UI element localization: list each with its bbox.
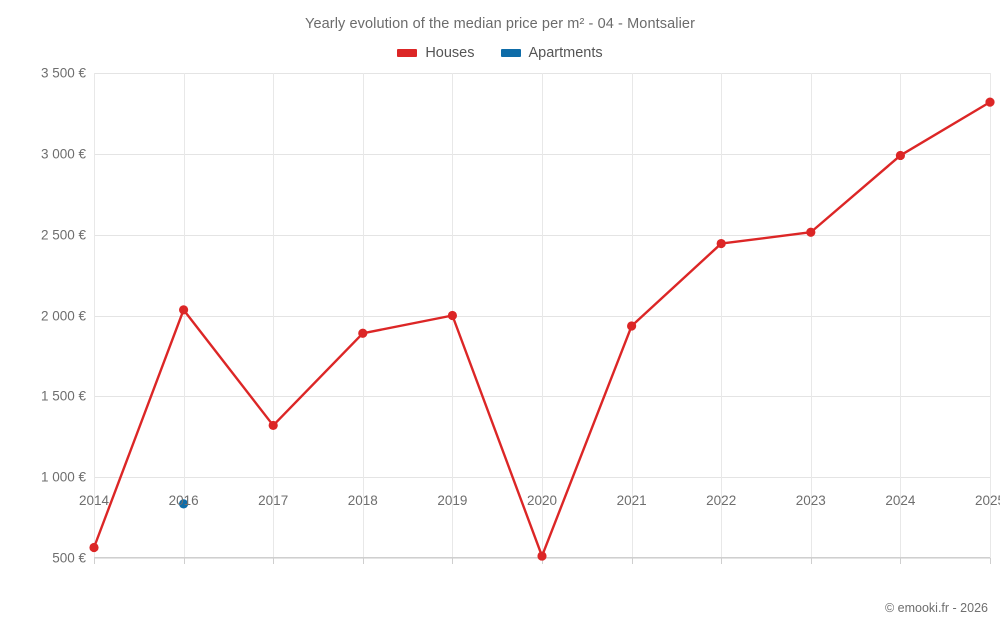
x-axis-tick-label: 2024 — [885, 493, 916, 508]
x-axis-tick-label: 2018 — [347, 493, 378, 508]
x-axis-tick-label: 2022 — [706, 493, 737, 508]
x-axis-tick-mark — [900, 558, 902, 564]
x-axis-tick-mark — [721, 558, 723, 564]
legend-item-houses[interactable]: Houses — [397, 45, 475, 61]
series-line — [92, 100, 992, 558]
grid-line-vertical — [542, 73, 543, 558]
grid-line-vertical — [94, 73, 95, 558]
x-axis-tick-label: 2020 — [526, 493, 558, 508]
x-axis-tick-mark — [273, 558, 275, 564]
y-axis-tick-label: 3 500 € — [40, 65, 86, 81]
y-axis-tick-label: 2 500 € — [40, 227, 86, 243]
data-point-marker[interactable] — [268, 420, 278, 431]
x-axis-tick-mark — [990, 558, 991, 564]
plot-area — [89, 73, 995, 564]
data-point-marker[interactable] — [537, 551, 547, 561]
x-axis-tick-label: 2014 — [78, 493, 110, 508]
x-axis-tick-mark — [631, 558, 633, 564]
x-axis-tick-label: 2016 — [168, 493, 199, 508]
grid-line-vertical — [273, 73, 275, 558]
data-series-layer — [89, 97, 995, 561]
grid-line-vertical — [721, 73, 723, 558]
grid-line-vertical — [183, 73, 185, 558]
y-axis-tick-label: 1 000 € — [40, 469, 86, 485]
y-axis-tick-label: 500 € — [52, 550, 86, 566]
data-point-marker[interactable] — [716, 238, 726, 249]
data-point-marker[interactable] — [179, 305, 189, 315]
data-point-marker[interactable] — [89, 542, 99, 553]
data-point-marker[interactable] — [985, 97, 995, 107]
grid-line-vertical — [631, 73, 633, 558]
data-point-marker[interactable] — [179, 499, 189, 509]
x-axis-tick-mark — [452, 558, 454, 564]
x-axis-tick-mark — [810, 558, 812, 564]
x-axis-tick-label: 2017 — [258, 493, 289, 508]
grid-line-vertical — [362, 73, 364, 558]
legend-item-apartments[interactable]: Apartments — [500, 45, 603, 61]
legend-label: Apartments — [528, 45, 603, 61]
y-axis-tick-label: 1 500 € — [40, 388, 86, 404]
x-axis-tick-label: 2019 — [437, 493, 468, 508]
x-axis-tick-label: 2023 — [795, 493, 826, 508]
x-axis-tick-mark — [362, 558, 364, 564]
chart-title: Yearly evolution of the median price per… — [305, 16, 695, 32]
grid-line-vertical — [900, 73, 902, 558]
data-point-marker[interactable] — [806, 227, 816, 237]
x-axis-tick-mark — [183, 558, 185, 564]
y-axis-tick-label: 3 000 € — [40, 146, 86, 162]
x-axis-tick-mark — [94, 558, 95, 564]
legend-swatch-icon — [397, 49, 418, 57]
legend-label: Houses — [425, 45, 475, 61]
grid-line-vertical — [990, 73, 991, 558]
x-axis-tick-label: 2025 — [974, 493, 1000, 508]
data-point-marker[interactable] — [358, 328, 368, 338]
data-point-marker[interactable] — [895, 150, 906, 161]
x-axis-tick-mark — [542, 558, 543, 564]
data-point-marker[interactable] — [627, 321, 637, 331]
chart-legend: Houses Apartments — [0, 45, 1000, 61]
x-axis-tick-label: 2021 — [616, 493, 647, 508]
grid-line-vertical — [810, 73, 812, 558]
data-point-marker[interactable] — [447, 310, 457, 321]
footer-credit: © emooki.fr - 2026 — [884, 601, 988, 615]
y-axis-tick-label: 2 000 € — [40, 308, 86, 323]
legend-swatch-icon — [500, 49, 521, 57]
